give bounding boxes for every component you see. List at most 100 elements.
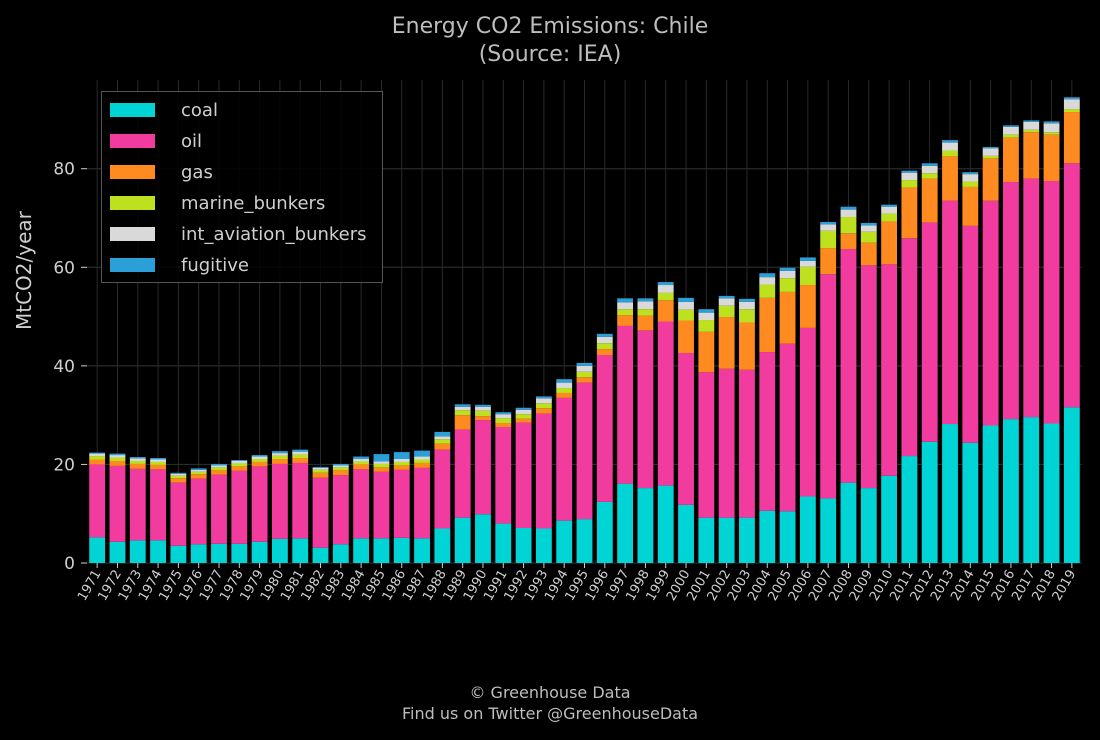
- bar-int-aviation-bunkers: [678, 301, 694, 310]
- bar-gas: [515, 418, 532, 423]
- chart-title: Energy CO2 Emissions: Chile: [391, 14, 709, 39]
- bar-int-aviation-bunkers: [211, 465, 227, 468]
- bar-fugitive: [942, 140, 958, 143]
- legend-label-int-aviation-bunkers: int_aviation_bunkers: [181, 223, 367, 245]
- bar-int-aviation-bunkers: [820, 224, 837, 231]
- bar-gas: [840, 233, 857, 250]
- bar-oil: [1003, 182, 1019, 420]
- bar-int-aviation-bunkers: [759, 277, 776, 285]
- bar-fugitive: [637, 298, 654, 302]
- bar-gas: [373, 467, 390, 472]
- credit-twitter: Find us on Twitter @GreenhouseData: [401, 704, 699, 723]
- bar-fugitive: [515, 407, 532, 410]
- bar-gas: [312, 472, 329, 478]
- bar-fugitive: [414, 450, 430, 457]
- bar-coal: [353, 538, 370, 563]
- chart-subtitle: (Source: IEA): [478, 42, 622, 67]
- bar-int-aviation-bunkers: [901, 172, 918, 181]
- bar-marine-bunkers: [1063, 109, 1080, 113]
- bar-fugitive: [657, 282, 674, 286]
- bar-fugitive: [921, 163, 938, 166]
- bar-fugitive: [495, 412, 512, 415]
- bar-oil: [190, 478, 207, 545]
- bar-int-aviation-bunkers: [170, 473, 187, 476]
- bar-marine-bunkers: [312, 469, 329, 473]
- bar-marine-bunkers: [759, 284, 776, 298]
- bar-gas: [1043, 134, 1060, 182]
- bar-oil: [353, 469, 370, 539]
- bar-oil: [251, 466, 268, 542]
- bar-oil: [414, 467, 430, 539]
- bar-fugitive: [901, 170, 918, 173]
- bar-marine-bunkers: [109, 457, 126, 461]
- bar-coal: [434, 528, 451, 563]
- bar-fugitive: [982, 147, 999, 149]
- bar-coal: [475, 514, 491, 563]
- bar-int-aviation-bunkers: [495, 414, 512, 419]
- bar-gas: [495, 423, 512, 427]
- bar-int-aviation-bunkers: [109, 455, 126, 458]
- credit-copyright: © Greenhouse Data: [469, 683, 631, 702]
- bar-marine-bunkers: [576, 371, 593, 378]
- bar-fugitive: [617, 298, 634, 303]
- bar-int-aviation-bunkers: [312, 467, 329, 470]
- legend-label-oil: oil: [181, 130, 203, 152]
- bar-int-aviation-bunkers: [434, 436, 451, 440]
- bar-oil: [799, 327, 816, 497]
- y-tick-label: 0: [64, 554, 75, 574]
- bar-fugitive: [373, 454, 390, 462]
- bar-oil: [881, 264, 898, 476]
- bar-int-aviation-bunkers: [535, 398, 552, 404]
- legend-item-marine-bunkers: marine_bunkers: [110, 192, 325, 214]
- bar-gas: [150, 464, 166, 470]
- bar-oil: [921, 222, 938, 442]
- bar-gas: [698, 331, 715, 373]
- bar-fugitive: [1043, 121, 1060, 124]
- legend-swatch-oil: [110, 134, 155, 148]
- bar-marine-bunkers: [637, 309, 654, 316]
- bar-coal: [292, 538, 309, 563]
- bar-fugitive: [718, 295, 735, 299]
- bar-gas: [921, 178, 938, 223]
- bar-oil: [434, 449, 451, 529]
- bar-coal: [901, 456, 918, 563]
- bar-oil: [535, 413, 552, 529]
- bar-coal: [271, 538, 288, 563]
- bar-fugitive: [779, 267, 796, 271]
- bar-coal: [596, 501, 613, 563]
- bar-int-aviation-bunkers: [698, 312, 715, 321]
- y-tick-label: 40: [53, 357, 75, 377]
- bar-oil: [1063, 163, 1080, 408]
- bar-int-aviation-bunkers: [881, 206, 898, 214]
- bar-oil: [393, 469, 410, 538]
- bar-oil: [698, 372, 715, 518]
- bars: [89, 97, 1080, 563]
- bar-marine-bunkers: [921, 173, 938, 179]
- bar-int-aviation-bunkers: [1003, 126, 1019, 135]
- bar-fugitive: [312, 466, 329, 468]
- legend-label-gas: gas: [181, 161, 213, 183]
- bar-fugitive: [962, 172, 979, 175]
- legend-swatch-marine-bunkers: [110, 196, 155, 210]
- bar-fugitive: [535, 396, 552, 399]
- bar-oil: [657, 321, 674, 486]
- bar-gas: [292, 458, 309, 463]
- bar-fugitive: [678, 297, 694, 302]
- bar-gas: [434, 443, 451, 450]
- bar-coal: [89, 537, 106, 563]
- bar-coal: [962, 442, 979, 563]
- bar-fugitive: [190, 468, 207, 470]
- bar-marine-bunkers: [434, 439, 451, 444]
- bar-fugitive: [271, 451, 288, 454]
- bar-fugitive: [840, 206, 857, 210]
- bar-int-aviation-bunkers: [231, 460, 248, 464]
- bar-int-aviation-bunkers: [596, 336, 613, 344]
- bar-gas: [393, 465, 410, 470]
- bar-marine-bunkers: [495, 418, 512, 424]
- bar-oil: [515, 422, 532, 529]
- legend-label-marine-bunkers: marine_bunkers: [181, 192, 326, 214]
- bar-fugitive: [231, 459, 248, 461]
- bar-marine-bunkers: [962, 181, 979, 187]
- y-axis-label: MtCO2/year: [12, 211, 36, 330]
- bar-marine-bunkers: [292, 454, 309, 459]
